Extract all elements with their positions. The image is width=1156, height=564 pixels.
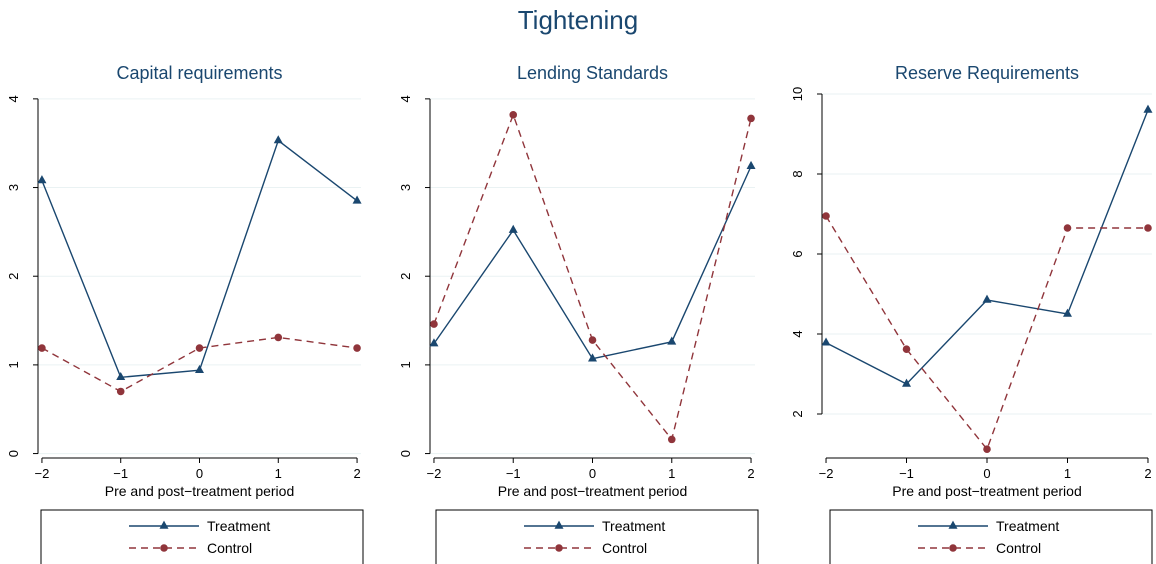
treatment-marker: [273, 135, 283, 144]
control-marker: [430, 320, 438, 328]
y-tick-label: 0: [398, 450, 413, 457]
x-tick-label: −2: [427, 466, 442, 481]
y-tick-label: 4: [398, 95, 413, 102]
x-tick-label: −1: [506, 466, 521, 481]
panel-title: Reserve Requirements: [895, 63, 1079, 83]
treatment-marker: [429, 338, 439, 347]
control-marker: [195, 344, 204, 352]
series-line-control: [825, 215, 1148, 451]
y-tick-label: 2: [398, 273, 413, 280]
panel-title: Capital requirements: [116, 63, 282, 83]
treatment-marker: [37, 175, 47, 184]
x-tick-label: 2: [747, 466, 754, 481]
legend-box: [435, 509, 759, 564]
control-marker: [983, 445, 991, 454]
x-tick-label: 1: [275, 466, 282, 481]
y-tick-label: 1: [398, 361, 413, 368]
y-tick-label: 2: [6, 273, 21, 280]
treatment-marker: [195, 364, 204, 373]
control-marker: [822, 212, 830, 220]
y-tick-label: 3: [398, 184, 413, 191]
treatment-marker: [1143, 104, 1153, 113]
x-axis-title: Pre and post−treatment period: [498, 483, 688, 499]
y-tick-label: 6: [790, 250, 805, 257]
control-marker: [667, 435, 676, 444]
x-tick-label: 2: [1144, 466, 1151, 481]
control-marker: [747, 114, 755, 123]
x-tick-label: −1: [899, 466, 914, 481]
x-tick-label: 1: [668, 466, 675, 481]
treatment-marker: [352, 195, 362, 204]
chart-panel-3: Reserve Requirements 2 4 6 8 10 −2 −1 0 1 2 Pre and…: [790, 63, 1153, 564]
series-line-treatment: [433, 165, 752, 360]
legend-triangle-icon: [554, 520, 564, 529]
y-tick-label: 1: [6, 361, 21, 368]
y-tick-label: 4: [790, 330, 805, 337]
legend-label-treatment: Treatment: [207, 518, 270, 534]
x-tick-label: 0: [196, 466, 203, 481]
y-tick-label: 10: [790, 87, 805, 101]
y-tick-label: 0: [6, 450, 21, 457]
treatment-marker: [667, 336, 677, 345]
chart-panel-2: Lending Standards 0 1 2 3 4 −2 −1 0 1 2 Pre and pos…: [398, 63, 759, 564]
control-marker: [353, 344, 361, 352]
y-tick-label: 4: [6, 95, 21, 102]
control-marker: [902, 345, 911, 354]
x-tick-label: −2: [819, 466, 834, 481]
control-marker: [116, 387, 125, 396]
control-marker: [1144, 224, 1152, 232]
y-tick-label: 8: [790, 170, 805, 177]
control-marker: [509, 111, 518, 119]
legend-box: [829, 509, 1153, 564]
treatment-marker: [746, 160, 756, 170]
legend-circle-icon: [160, 544, 168, 552]
x-axis-title: Pre and post−treatment period: [892, 483, 1082, 499]
legend-triangle-icon: [948, 520, 958, 529]
legend-box: [40, 509, 364, 564]
x-tick-label: −1: [113, 466, 128, 481]
x-tick-label: 0: [983, 466, 990, 481]
x-tick-label: 0: [589, 466, 596, 481]
legend-label-control: Control: [602, 540, 647, 556]
control-marker: [588, 336, 597, 344]
control-marker: [274, 333, 283, 342]
treatment-marker: [508, 224, 518, 233]
treatment-marker: [982, 294, 992, 303]
control-marker: [1063, 224, 1072, 232]
x-axis-title: Pre and post−treatment period: [105, 483, 295, 499]
treatment-marker: [116, 371, 126, 381]
treatment-marker: [821, 337, 831, 346]
chart-panel-1: Capital requirements 0 1 2 3 4 −2 −1 0 1 2 Pre and …: [6, 63, 364, 564]
legend-circle-icon: [555, 544, 563, 552]
control-marker: [38, 344, 46, 352]
legend-label-control: Control: [996, 540, 1041, 556]
figure-title: Tightening: [517, 5, 639, 35]
x-tick-label: −2: [35, 466, 50, 481]
y-tick-label: 3: [6, 184, 21, 191]
y-tick-label: 2: [790, 410, 805, 417]
treatment-marker: [1062, 308, 1072, 317]
legend-triangle-icon: [159, 520, 169, 529]
series-line-control: [433, 112, 752, 441]
legend-circle-icon: [949, 544, 957, 552]
series-line-treatment: [825, 109, 1149, 385]
treatment-marker: [902, 378, 912, 387]
treatment-marker: [588, 353, 597, 362]
panel-title: Lending Standards: [517, 63, 668, 83]
legend-label-treatment: Treatment: [996, 518, 1059, 534]
x-tick-label: 1: [1064, 466, 1071, 481]
legend-label-control: Control: [207, 540, 252, 556]
legend-label-treatment: Treatment: [602, 518, 665, 534]
x-tick-label: 2: [353, 466, 360, 481]
